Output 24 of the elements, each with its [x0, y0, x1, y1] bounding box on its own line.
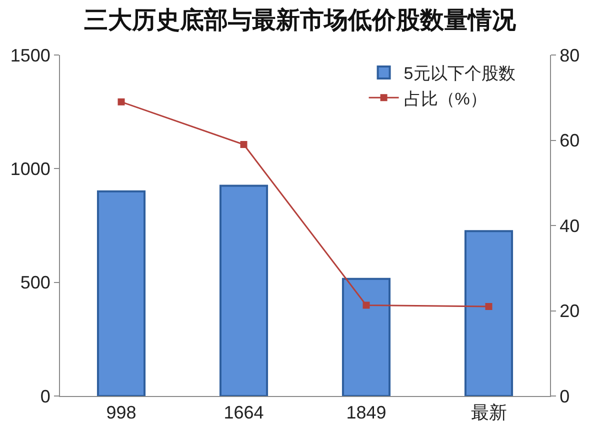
point: [362, 302, 370, 309]
x-tick-label: 最新: [470, 402, 507, 423]
y2-tick-label: 0: [560, 386, 570, 406]
y2-tick-label: 20: [560, 301, 580, 322]
bar: [219, 184, 268, 396]
x-tick-label: 1849: [346, 402, 386, 423]
y2-tick-label: 80: [560, 45, 580, 66]
legend-label: 5元以下个股数: [404, 64, 516, 84]
y-tick-label: 1000: [10, 158, 50, 179]
point: [485, 302, 492, 310]
bar: [96, 190, 146, 396]
y2-tick-label: 40: [560, 216, 580, 236]
x-tick-label: 1664: [224, 402, 264, 423]
y-tick-label: 1500: [10, 45, 50, 66]
x-tick-label: 998: [106, 402, 136, 423]
legend-label: 占比（%）: [404, 89, 487, 108]
y2-tick-label: 60: [560, 130, 580, 151]
chart-title: 三大历史底部与最新市场低价股数量情况: [84, 6, 517, 34]
bar: [464, 230, 514, 396]
y-tick-label: 500: [20, 272, 50, 293]
point: [240, 141, 248, 148]
y-tick-label: 0: [40, 386, 50, 406]
point: [118, 98, 125, 106]
bar: [342, 278, 391, 396]
